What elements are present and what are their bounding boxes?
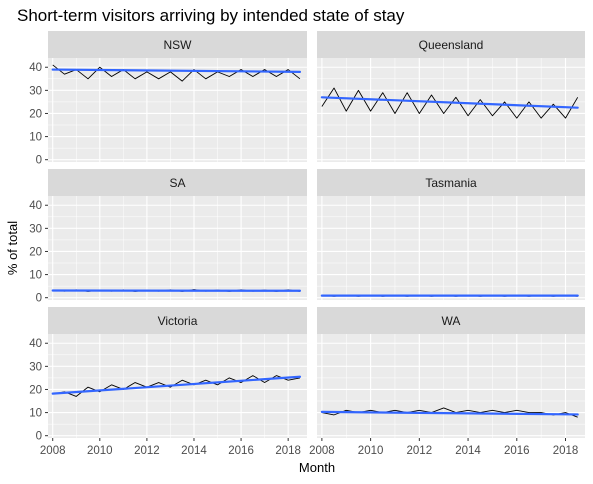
trend-line-nsw [51, 68, 302, 73]
y-tick-label: 0 [36, 431, 42, 443]
y-axis-nsw: 0 10 20 30 40 [29, 62, 48, 167]
strip-victoria [48, 307, 307, 334]
x-axis-victoria: 2008 2010 2012 2014 2016 2018 [40, 438, 301, 457]
trend-line-queensland [320, 96, 579, 109]
y-tick-label: 30 [29, 361, 42, 373]
y-tick-label: 0 [36, 293, 42, 305]
y-tick-label: 10 [29, 132, 42, 144]
series-line-queensland [321, 87, 579, 119]
major-gridlines-queensland [317, 58, 585, 162]
y-tick-label: 10 [29, 408, 42, 420]
y-tick-label: 20 [29, 246, 42, 258]
x-tick-label: 2008 [309, 445, 335, 457]
x-axis-title: Month [299, 460, 335, 475]
panel-victoria: Victoria 0 10 20 30 40 2008 2010 2012 2014 2016 201… [29, 307, 307, 457]
strip-nsw [48, 31, 307, 58]
x-tick-label: 2012 [407, 445, 433, 457]
strip-wa [317, 307, 585, 334]
x-axis-wa: 2008 2010 2012 2014 2016 2018 [309, 438, 578, 457]
y-axis-victoria: 0 10 20 30 40 [29, 338, 48, 443]
major-gridlines-sa [48, 196, 307, 300]
y-tick-label: 30 [29, 85, 42, 97]
panel-queensland: Queensland [317, 31, 585, 162]
minor-gridlines-nsw [48, 58, 307, 162]
x-tick-label: 2008 [40, 445, 66, 457]
strip-label-victoria: Victoria [158, 314, 198, 328]
minor-gridlines-tasmania [317, 196, 585, 300]
minor-gridlines-sa [48, 196, 307, 300]
x-tick-label: 2014 [181, 445, 207, 457]
y-axis-sa: 0 10 20 30 40 [29, 200, 48, 305]
x-tick-label: 2014 [455, 445, 481, 457]
panel-tasmania: Tasmania [317, 169, 585, 300]
y-tick-label: 40 [29, 200, 42, 212]
plot-area-wa [317, 334, 585, 438]
strip-label-nsw: NSW [164, 38, 193, 52]
minor-gridlines-victoria [48, 334, 307, 438]
plot-area-nsw [48, 58, 307, 162]
series-line-nsw [52, 64, 301, 82]
minor-gridlines-wa [317, 334, 585, 438]
panel-nsw: NSW 0 10 20 30 40 [29, 31, 307, 167]
panel-wa: WA 2008 2010 2012 2014 2016 2018 [309, 307, 585, 457]
major-gridlines-nsw [48, 58, 307, 162]
x-tick-label: 2016 [228, 445, 254, 457]
x-tick-label: 2010 [87, 445, 113, 457]
y-tick-label: 40 [29, 338, 42, 350]
x-tick-label: 2018 [275, 445, 301, 457]
chart-title: Short-term visitors arriving by intended… [17, 6, 405, 25]
plot-area-tasmania [317, 196, 585, 300]
y-axis-title: % of total [5, 221, 20, 275]
plot-area-sa [48, 196, 307, 300]
strip-queensland [317, 31, 585, 58]
facet-panels: NSW 0 10 20 30 40 Queensland SA 0 10 20 30 40 Tasmani… [29, 31, 585, 457]
x-tick-label: 2018 [553, 445, 579, 457]
y-tick-label: 20 [29, 384, 42, 396]
panel-sa: SA 0 10 20 30 40 [29, 169, 307, 305]
strip-label-queensland: Queensland [419, 38, 484, 52]
major-gridlines-victoria [48, 334, 307, 438]
major-gridlines-tasmania [317, 196, 585, 300]
strip-label-wa: WA [442, 314, 461, 328]
x-tick-label: 2010 [358, 445, 384, 457]
trend-line-wa [320, 410, 579, 416]
strip-label-sa: SA [169, 176, 185, 190]
x-tick-label: 2012 [134, 445, 160, 457]
y-tick-label: 30 [29, 223, 42, 235]
trend-line-victoria [51, 375, 302, 395]
y-tick-label: 10 [29, 270, 42, 282]
plot-area-queensland [317, 58, 585, 162]
minor-gridlines-queensland [317, 58, 585, 162]
y-tick-label: 40 [29, 62, 42, 74]
y-tick-label: 20 [29, 108, 42, 120]
strip-label-tasmania: Tasmania [425, 176, 477, 190]
strip-sa [48, 169, 307, 196]
y-tick-label: 0 [36, 155, 42, 167]
strip-tasmania [317, 169, 585, 196]
x-tick-label: 2016 [504, 445, 530, 457]
